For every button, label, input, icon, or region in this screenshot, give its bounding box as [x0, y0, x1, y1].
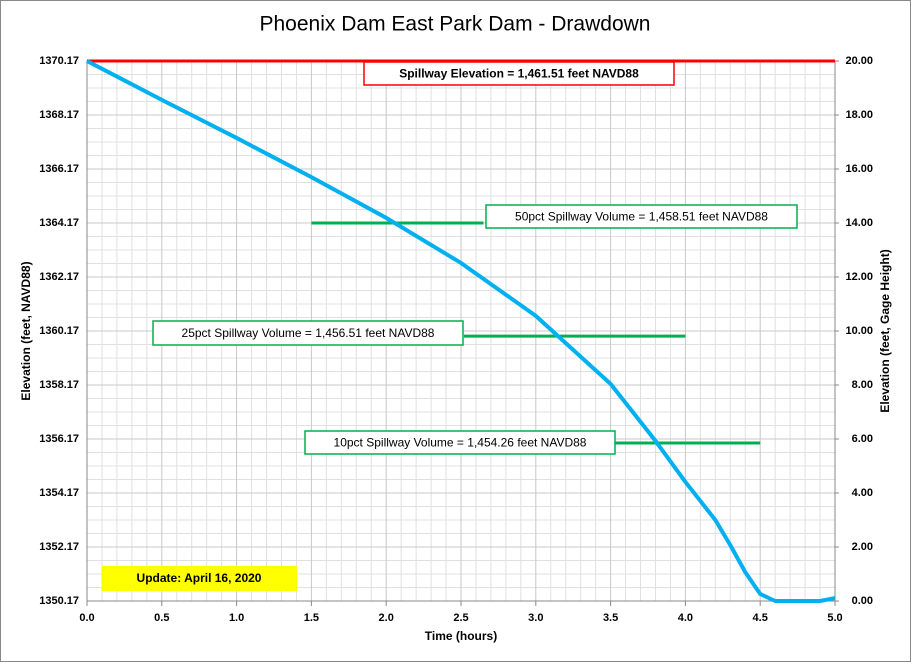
y-tick-label: 1364.17 [39, 217, 79, 229]
annotation-box [363, 61, 675, 86]
y2-axis-label: Elevation (feet, Gage Height) [878, 249, 892, 412]
x-tick-label: 0.5 [154, 612, 169, 624]
drawdown-line [86, 59, 836, 603]
annotation-text: 50pct Spillway Volume = 1,458.51 feet NA… [515, 210, 768, 224]
y2-tick-label: 10.00 [845, 325, 873, 337]
annotation-text: Spillway Elevation = 1,461.51 feet NAVD8… [399, 67, 639, 81]
y-tick-label: 1368.17 [39, 109, 79, 121]
y2-tick-label: 2.00 [852, 541, 873, 553]
annotation-text: 10pct Spillway Volume = 1,454.26 feet NA… [334, 436, 587, 450]
y-tick-label: 1366.17 [39, 163, 79, 175]
x-tick-label: 0.0 [79, 612, 94, 624]
x-tick-label: 1.0 [229, 612, 244, 624]
y-axis-label: Elevation (feet, NAVD88) [19, 261, 33, 400]
y2-tick-label: 6.00 [852, 433, 873, 445]
y-tick-label: 1354.17 [39, 487, 79, 499]
x-tick-label: 4.5 [753, 612, 768, 624]
y-tick-label: 1370.17 [39, 55, 79, 67]
y-tick-label: 1350.17 [39, 595, 79, 607]
annotation-text: 25pct Spillway Volume = 1,456.51 feet NA… [182, 326, 435, 340]
y-tick-label: 1352.17 [39, 541, 79, 553]
x-tick-label: 5.0 [827, 612, 842, 624]
x-tick-label: 4.0 [678, 612, 693, 624]
chart-title: Phoenix Dam East Park Dam - Drawdown [260, 13, 651, 36]
x-tick-label: 2.5 [453, 612, 468, 624]
y-tick-label: 1356.17 [39, 433, 79, 445]
y2-tick-label: 14.00 [845, 217, 873, 229]
y-tick-label: 1358.17 [39, 379, 79, 391]
update-box [102, 566, 297, 591]
y2-tick-label: 20.00 [845, 55, 873, 67]
x-tick-label: 3.5 [603, 612, 618, 624]
y2-tick-label: 8.00 [852, 379, 873, 391]
x-tick-label: 1.5 [304, 612, 319, 624]
annotation-box [485, 204, 798, 229]
y-tick-label: 1360.17 [39, 325, 79, 337]
y2-tick-label: 16.00 [845, 163, 873, 175]
x-axis-label: Time (hours) [425, 629, 497, 643]
annotation-box [304, 430, 616, 455]
y2-tick-label: 12.00 [845, 271, 873, 283]
update-text: Update: April 16, 2020 [137, 571, 262, 585]
y2-tick-label: 18.00 [845, 109, 873, 121]
y2-tick-label: 0.00 [852, 595, 873, 607]
x-tick-label: 2.0 [379, 612, 394, 624]
x-tick-label: 3.0 [528, 612, 543, 624]
y-tick-label: 1362.17 [39, 271, 79, 283]
y2-tick-label: 4.00 [852, 487, 873, 499]
annotation-box [152, 320, 464, 346]
